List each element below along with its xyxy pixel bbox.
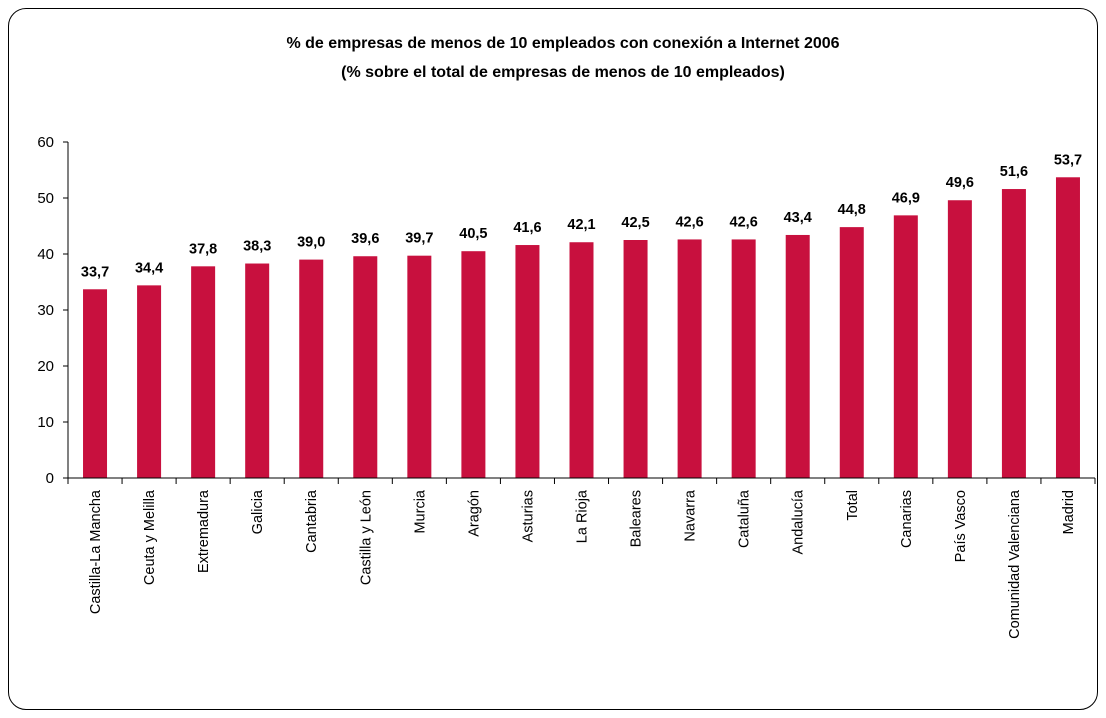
y-tick-label: 40 xyxy=(37,246,54,263)
x-tick-label: Cataluña xyxy=(737,489,753,548)
x-tick-label: Castilla-La Mancha xyxy=(88,489,104,614)
data-labels: 33,7 34,4 37,8 38,3 39,0 39,6 39,7 40,5 41,6 42,1… xyxy=(81,152,1082,280)
bar xyxy=(947,200,972,479)
data-label: 44,8 xyxy=(838,202,866,218)
bar xyxy=(785,234,810,478)
chart-title: % de empresas de menos de 10 empleados c… xyxy=(286,35,839,52)
data-label: 42,5 xyxy=(621,215,649,231)
bar xyxy=(83,289,108,478)
x-tick-label: Castilla y León xyxy=(358,490,374,585)
x-tick-label: Murcia xyxy=(412,489,428,533)
y-tick-label: 30 xyxy=(37,302,54,319)
data-label: 42,6 xyxy=(675,214,703,230)
x-tick-label: País Vasco xyxy=(953,490,969,562)
data-label: 43,4 xyxy=(784,210,812,226)
chart-subtitle: (% sobre el total de empresas de menos d… xyxy=(341,64,785,81)
x-tick-label: Total xyxy=(845,490,861,521)
bar xyxy=(623,240,648,478)
data-label: 33,7 xyxy=(81,264,109,280)
data-label: 46,9 xyxy=(892,190,920,206)
x-tick-label: Canarias xyxy=(899,490,915,548)
x-tick-label: Galicia xyxy=(250,489,266,534)
bar xyxy=(731,239,756,478)
y-tick-label: 50 xyxy=(37,190,54,207)
bar xyxy=(677,239,702,478)
bars xyxy=(83,177,1080,479)
y-tick-label: 0 xyxy=(46,470,54,487)
bar xyxy=(353,256,378,478)
y-tick-label: 20 xyxy=(37,358,54,375)
data-label: 42,1 xyxy=(567,217,595,233)
data-label: 39,6 xyxy=(351,231,379,247)
data-label: 53,7 xyxy=(1054,152,1082,168)
data-label: 51,6 xyxy=(1000,164,1028,180)
bar xyxy=(1055,177,1080,478)
x-tick-label: Extremadura xyxy=(196,489,212,573)
x-tick-label: Comunidad Valenciana xyxy=(1007,489,1023,639)
data-label: 38,3 xyxy=(243,239,271,255)
x-tick-label: Andalucía xyxy=(791,489,807,554)
y-axis-ticks: 0 10 20 30 40 50 60 xyxy=(37,134,68,487)
x-tick-label: Madrid xyxy=(1061,490,1077,534)
y-tick-label: 10 xyxy=(37,414,54,431)
x-tick-label: Asturias xyxy=(520,490,536,542)
x-tick-label: La Rioja xyxy=(575,489,591,543)
data-label: 39,7 xyxy=(405,231,433,247)
bar xyxy=(407,255,432,478)
bar xyxy=(1001,189,1026,479)
bar xyxy=(299,259,324,478)
x-tick-label: Baleares xyxy=(629,490,645,547)
bar xyxy=(245,263,270,478)
bar xyxy=(569,242,594,478)
bar xyxy=(893,215,918,479)
data-label: 39,0 xyxy=(297,235,325,251)
x-tick-label: Aragón xyxy=(466,490,482,537)
data-label: 34,4 xyxy=(135,260,163,276)
bar xyxy=(461,251,486,478)
x-tick-label: Ceuta y Melilla xyxy=(142,489,158,585)
data-label: 40,5 xyxy=(459,226,487,242)
y-tick-label: 60 xyxy=(37,134,54,151)
x-tick-label: Cantabria xyxy=(304,489,320,553)
data-label: 42,6 xyxy=(730,214,758,230)
data-label: 49,6 xyxy=(946,175,974,191)
bar xyxy=(191,266,216,478)
bar xyxy=(137,285,162,478)
data-label: 37,8 xyxy=(189,241,217,257)
bar xyxy=(515,245,540,478)
x-tick-label: Navarra xyxy=(683,489,699,542)
data-label: 41,6 xyxy=(513,220,541,236)
bar xyxy=(839,227,864,478)
x-axis-ticks: Castilla-La Mancha Ceuta y Melilla Extrema… xyxy=(67,478,1096,639)
